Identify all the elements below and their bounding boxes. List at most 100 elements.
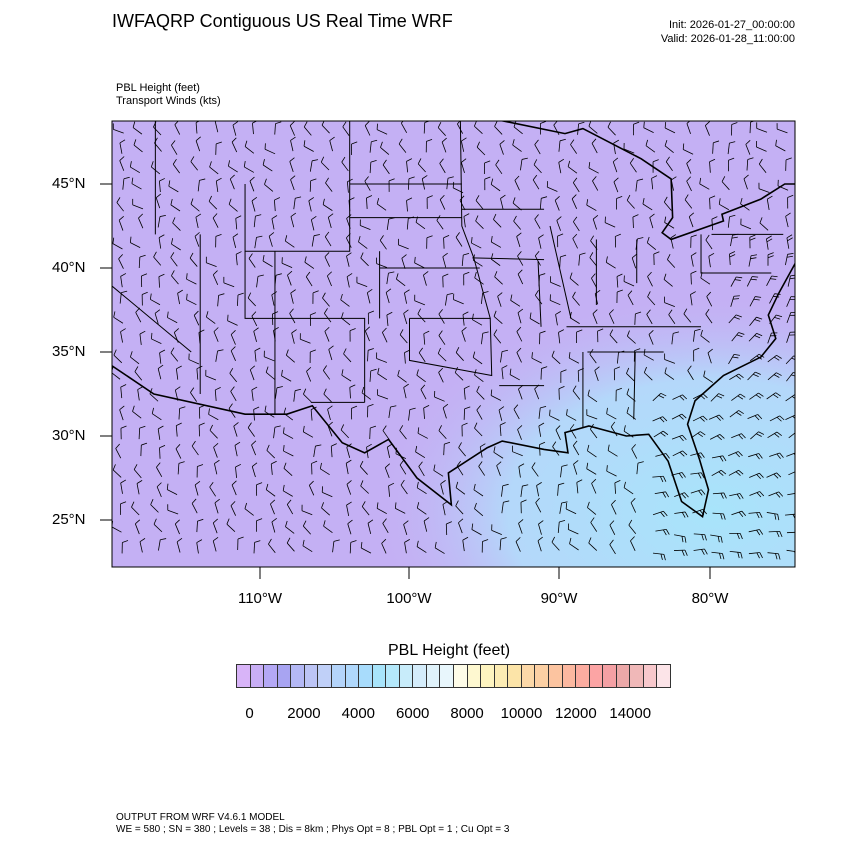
wind-barb (356, 276, 368, 288)
wind-barb (215, 141, 222, 155)
wind-barb (652, 392, 667, 402)
wind-barb (285, 349, 295, 363)
colorbar-box (440, 665, 454, 687)
wind-barb (534, 384, 540, 400)
wind-barb (513, 404, 520, 420)
wind-barb (436, 215, 444, 230)
wind-barb (359, 219, 371, 230)
wind-barb (131, 501, 140, 516)
wind-barb (577, 121, 585, 135)
wind-barb (500, 194, 506, 210)
wind-barb (262, 255, 273, 267)
wind-barb (119, 156, 125, 171)
wind-barb (177, 461, 185, 475)
wind-barb (626, 407, 637, 420)
wind-barb (692, 415, 708, 422)
wind-barb (645, 139, 656, 153)
field-label-pbl: PBL Height (feet) (116, 82, 200, 94)
wind-barb (472, 254, 483, 267)
wind-barb (748, 254, 758, 267)
wind-barb (643, 121, 654, 133)
wind-barb (186, 273, 197, 285)
wind-barb (178, 406, 186, 420)
wind-barb (539, 196, 548, 210)
wind-barb (457, 121, 464, 134)
wind-barb (590, 423, 598, 439)
wind-barb (264, 178, 274, 192)
wind-barb (283, 462, 293, 476)
wind-barb (674, 534, 687, 543)
wind-barb (253, 406, 260, 421)
wind-barb (570, 424, 577, 439)
wind-barb (557, 482, 565, 496)
wind-barb (652, 552, 666, 561)
wind-barb (287, 270, 293, 286)
colorbar-box (657, 665, 670, 687)
wind-barb (416, 369, 426, 383)
wind-barb (577, 367, 584, 382)
wind-barb (748, 529, 764, 536)
wind-barb (591, 138, 598, 154)
wind-barb (439, 194, 446, 210)
wind-barb (490, 236, 502, 248)
wind-barb (499, 422, 506, 437)
wind-barb (690, 252, 697, 267)
wind-barb (444, 293, 454, 306)
wind-barb (237, 536, 244, 551)
wind-barb (153, 518, 163, 533)
wind-barb (247, 422, 255, 437)
wind-barb (454, 366, 464, 381)
wind-barb (172, 217, 181, 231)
wind-barb (691, 431, 706, 439)
wind-barb (652, 475, 667, 483)
state-border (459, 121, 491, 319)
wind-barb (270, 460, 277, 475)
wind-barb (274, 121, 282, 135)
wind-barb (213, 443, 219, 458)
colorbar-box (562, 665, 577, 687)
wind-barb (229, 367, 238, 383)
wind-barb (606, 407, 617, 420)
wind-barb (671, 413, 687, 420)
wind-barb (767, 552, 781, 560)
wind-barb (244, 140, 255, 154)
wind-barb (159, 445, 166, 459)
state-border (700, 234, 772, 274)
wind-barb (440, 480, 446, 495)
wind-barb (332, 539, 340, 553)
wind-barb (686, 159, 692, 174)
wind-barb (154, 137, 162, 152)
wind-barb (406, 197, 413, 212)
wind-barb (786, 331, 795, 343)
wind-barb (265, 483, 276, 497)
wind-barb (565, 503, 577, 515)
wind-barb (149, 388, 159, 402)
wind-barb (787, 194, 794, 209)
wind-barb (208, 408, 219, 421)
wind-barb (386, 443, 393, 458)
wind-barb (537, 536, 543, 552)
wind-barb (364, 121, 371, 136)
wind-barb (418, 347, 426, 363)
wind-barb (249, 176, 255, 192)
wind-barb (376, 123, 388, 135)
wind-barb (693, 328, 701, 342)
wind-barb (591, 273, 598, 289)
wind-barb (327, 421, 333, 437)
wind-barb (709, 195, 716, 210)
wind-barb (613, 366, 620, 381)
wind-barb (463, 406, 471, 420)
wind-barb (555, 311, 561, 326)
wind-barb (728, 157, 735, 172)
wind-barb (157, 425, 164, 440)
wind-barb (251, 386, 258, 401)
wind-barb (573, 460, 579, 475)
wind-barb (205, 256, 217, 268)
wind-barb (604, 216, 616, 228)
wind-barb (434, 390, 445, 402)
wind-barb (460, 158, 467, 174)
wind-barb (324, 308, 332, 323)
wind-barb (610, 421, 618, 437)
wind-barb (576, 329, 583, 343)
wind-barb (560, 369, 567, 383)
